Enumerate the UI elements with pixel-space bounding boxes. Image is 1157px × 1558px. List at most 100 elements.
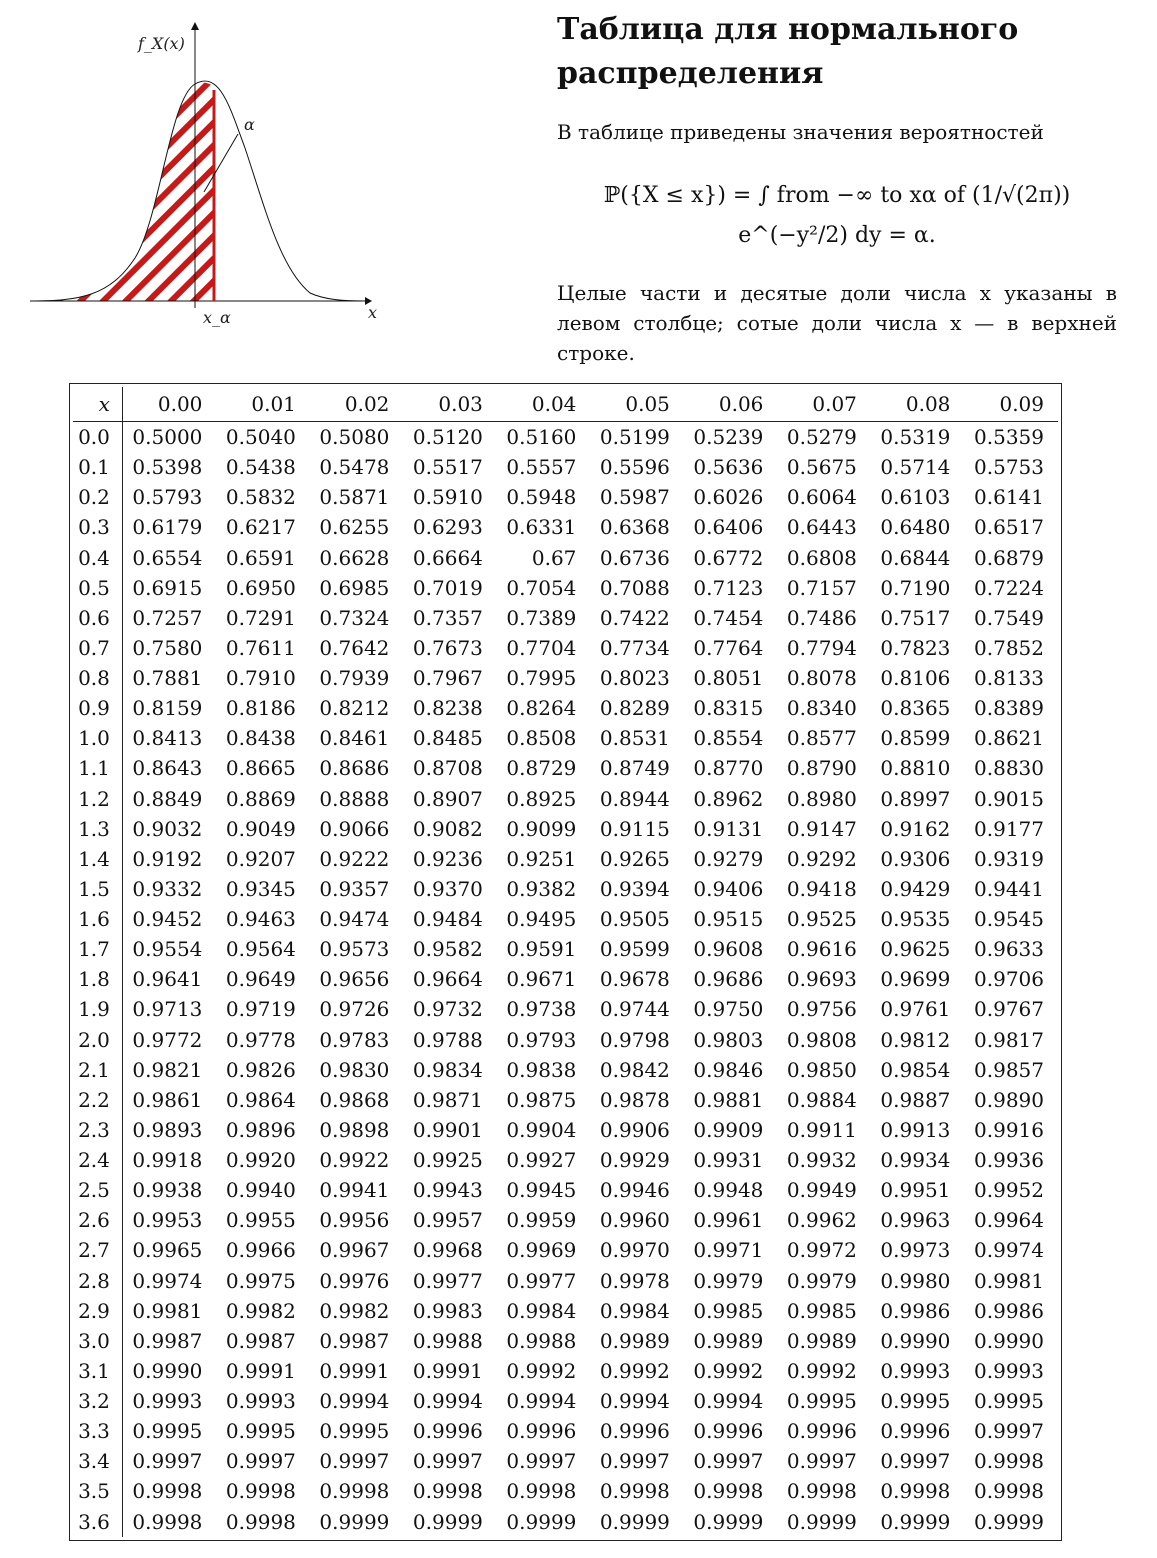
table-cell: 0.9878	[599, 1087, 670, 1112]
table-cell: 0.9906	[599, 1117, 670, 1142]
table-cell: 0.5398	[132, 455, 203, 480]
table-cell: 0.9941	[319, 1178, 390, 1203]
table-cell: 0.9960	[599, 1208, 670, 1233]
table-cell: 0.9898	[319, 1117, 390, 1142]
table-cell: 0.9616	[786, 937, 857, 962]
table-cell: 0.9893	[132, 1117, 203, 1142]
table-cell: 0.8023	[599, 666, 670, 691]
table-cell: 0.6368	[599, 515, 670, 540]
table-cell: 0.9945	[506, 1178, 577, 1203]
table-cell: 0.9904	[506, 1117, 577, 1142]
table-cell: 0.7389	[506, 605, 577, 630]
table-cell: 0.9719	[225, 997, 296, 1022]
table-cell: 0.9998	[786, 1479, 857, 1504]
table-cell: 0.9957	[412, 1208, 483, 1233]
table-cell: 0.9978	[599, 1268, 670, 1293]
table-cell: 0.7224	[974, 575, 1044, 600]
table-cell: 0.7190	[880, 575, 951, 600]
table-cell: 0.7088	[599, 575, 670, 600]
row-header: 1.4	[73, 843, 123, 874]
table-cell: 0.8925	[506, 786, 577, 811]
table-cell: 0.9868	[319, 1087, 390, 1112]
table-cell: 0.9952	[974, 1178, 1044, 1203]
row-header: 0.7	[73, 632, 123, 663]
table-cell: 0.5478	[319, 455, 390, 480]
table-cell: 0.8365	[880, 696, 951, 721]
table-cell: 0.9671	[506, 967, 577, 992]
table-cell: 0.9953	[132, 1208, 203, 1233]
table-cell: 0.6026	[693, 485, 764, 510]
table-cell: 0.9940	[225, 1178, 296, 1203]
table-cell: 0.9925	[412, 1148, 483, 1173]
table-cell: 0.8997	[880, 786, 951, 811]
table-cell: 0.5080	[319, 425, 390, 450]
table-cell: 0.9969	[506, 1238, 577, 1263]
table-cell: 0.8389	[974, 696, 1044, 721]
table-cell: 0.9990	[974, 1328, 1044, 1353]
table-cell: 0.9838	[506, 1057, 577, 1082]
table-cell: 0.9987	[225, 1328, 296, 1353]
table-cell: 0.67	[531, 545, 577, 570]
table-cell: 0.9991	[319, 1358, 390, 1383]
normal-density-figure: f_X(x) x α x_α	[20, 18, 420, 338]
table-cell: 0.5753	[974, 455, 1044, 480]
table-cell: 0.8485	[412, 726, 483, 751]
table-cell: 0.5675	[786, 455, 857, 480]
table-cell: 0.9821	[132, 1057, 203, 1082]
table-row: 0.7 0.7580 0.7611 0.7642 0.7673 0.7704 0.7734 0…	[73, 632, 1058, 663]
table-cell: 0.9981	[974, 1268, 1044, 1293]
table-cell: 0.9884	[786, 1087, 857, 1112]
table-cell: 0.9971	[693, 1238, 764, 1263]
table-cell: 0.5359	[974, 425, 1044, 450]
table-cell: 0.9996	[693, 1419, 764, 1444]
table-cell: 0.8106	[880, 666, 951, 691]
table-cell: 0.9959	[506, 1208, 577, 1233]
table-cell: 0.9986	[974, 1298, 1044, 1323]
table-cell: 0.8962	[693, 786, 764, 811]
table-cell: 0.7019	[412, 575, 483, 600]
table-cell: 0.9995	[880, 1389, 951, 1414]
table-cell: 0.7823	[880, 635, 951, 660]
table-cell: 0.8729	[506, 756, 577, 781]
table-cell: 0.9998	[974, 1479, 1044, 1504]
table-cell: 0.9474	[319, 907, 390, 932]
table-cell: 0.9982	[225, 1298, 296, 1323]
table-cell: 0.9608	[693, 937, 764, 962]
table-cell: 0.5793	[132, 485, 203, 510]
table-cell: 0.9992	[786, 1358, 857, 1383]
table-cell: 0.9357	[319, 876, 390, 901]
table-cell: 0.9936	[974, 1148, 1044, 1173]
table-cell: 0.7967	[412, 666, 483, 691]
table-row: 3.3 0.9995 0.9995 0.9995 0.9996 0.9996 0.9996 0…	[73, 1416, 1058, 1447]
table-cell: 0.9997	[599, 1449, 670, 1474]
row-header: 1.3	[73, 813, 123, 844]
table-cell: 0.9998	[132, 1479, 203, 1504]
table-cell: 0.9441	[974, 876, 1044, 901]
table-cell: 0.9927	[506, 1148, 577, 1173]
table-cell: 0.9463	[225, 907, 296, 932]
table-cell: 0.7852	[974, 635, 1044, 660]
table-row: 0.6 0.7257 0.7291 0.7324 0.7357 0.7389 0.7422 0…	[73, 602, 1058, 633]
table-cell: 0.7422	[599, 605, 670, 630]
table-row: 0.2 0.5793 0.5832 0.5871 0.5910 0.5948 0.5987 0…	[73, 482, 1058, 513]
table-cell: 0.9830	[319, 1057, 390, 1082]
table-cell: 0.8849	[132, 786, 203, 811]
table-cell: 0.9750	[693, 997, 764, 1022]
table-cell: 0.9875	[506, 1087, 577, 1112]
table-cell: 0.9495	[506, 907, 577, 932]
table-cell: 0.9864	[225, 1087, 296, 1112]
table-cell: 0.5279	[786, 425, 857, 450]
table-cell: 0.5832	[225, 485, 296, 510]
table-cell: 0.9997	[880, 1449, 951, 1474]
table-cell: 0.9988	[412, 1328, 483, 1353]
table-cell: 0.8186	[225, 696, 296, 721]
row-header: 0.8	[73, 663, 123, 694]
table-cell: 0.9998	[225, 1509, 296, 1534]
table-cell: 0.8340	[786, 696, 857, 721]
table-cell: 0.9999	[599, 1509, 670, 1534]
row-header: 0.6	[73, 602, 123, 633]
table-cell: 0.8438	[225, 726, 296, 751]
table-cell: 0.9999	[786, 1509, 857, 1534]
table-cell: 0.9370	[412, 876, 483, 901]
table-cell: 0.9854	[880, 1057, 951, 1082]
